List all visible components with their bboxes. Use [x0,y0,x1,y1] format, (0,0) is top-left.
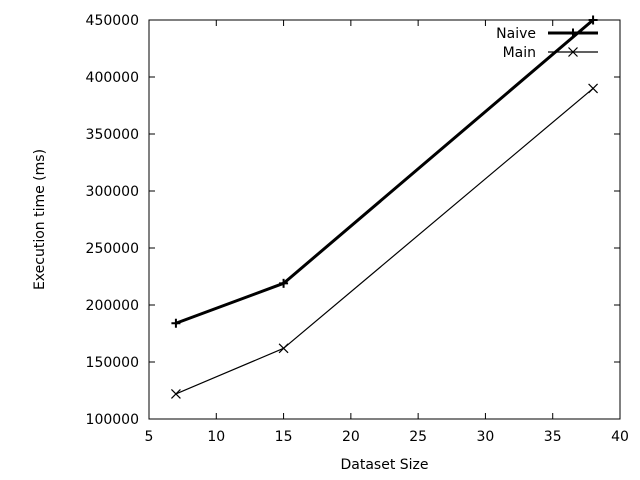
series-naive [171,15,598,328]
x-tick-label: 35 [544,429,562,445]
y-tick-label: 300000 [86,184,139,200]
y-axis-label: Execution time (ms) [32,149,48,290]
x-tick-label: 15 [275,429,293,445]
legend-label-naive: Naive [496,26,536,42]
x-tick-label: 30 [477,429,495,445]
y-tick-label: 100000 [86,412,139,428]
series-group [170,15,599,399]
series-line-main [175,87,594,395]
y-tick-label: 350000 [86,127,139,143]
y-tick-label: 400000 [86,70,139,86]
x-tick-label: 10 [207,429,225,445]
data-point-main [170,388,181,399]
y-tick-label: 150000 [86,355,139,371]
series-line-naive [175,18,595,325]
plot-frame [148,19,621,420]
x-axis-label: Dataset Size [340,457,428,473]
data-point-main [588,83,599,94]
x-tick-label: 25 [409,429,427,445]
x-tick-label: 40 [611,429,629,445]
y-tick-label: 450000 [86,13,139,29]
x-tick-label: 5 [145,429,154,445]
y-tick-label: 200000 [86,298,139,314]
x-tick-label: 20 [342,429,360,445]
y-tick-label: 250000 [86,241,139,257]
legend-marker-main [568,47,578,57]
legend-label-main: Main [503,45,536,61]
legend: Naive Main [496,26,598,61]
data-point-main [278,343,289,354]
series-main [170,83,599,399]
plot-area: 5 10 15 20 25 30 35 40 100000 150000 200000 250000 3… [86,13,629,445]
